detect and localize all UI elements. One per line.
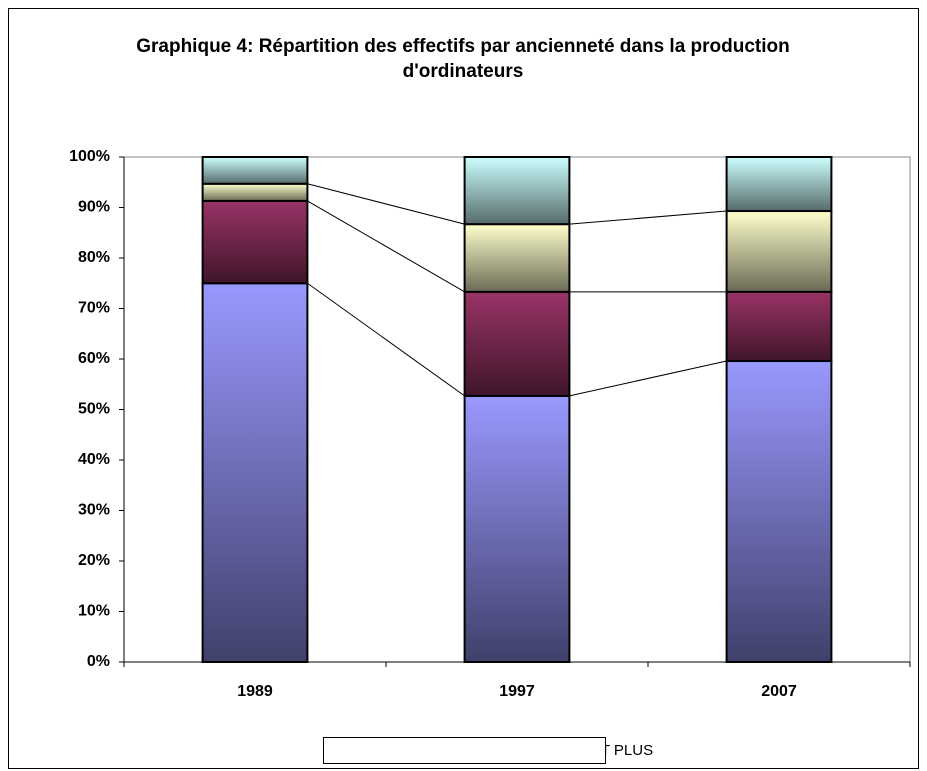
series-line — [569, 360, 727, 397]
bar-segment — [463, 394, 571, 663]
x-tick-label: 2007 — [761, 683, 797, 700]
bar-segment — [463, 223, 571, 293]
y-tick-label: 40% — [78, 451, 110, 468]
y-tick-label: 60% — [78, 350, 110, 367]
y-tick-label: 90% — [78, 199, 110, 216]
bar-segment — [463, 290, 571, 397]
y-tick-label: 70% — [78, 300, 110, 317]
bar-segment — [725, 156, 833, 213]
series-line — [307, 282, 465, 397]
bar-segment — [201, 182, 309, 202]
y-tick-label: 0% — [87, 653, 110, 670]
y-tick-label: 10% — [78, 603, 110, 620]
y-tick-label: 80% — [78, 249, 110, 266]
bar-segment — [725, 290, 833, 363]
bar-segment — [201, 282, 309, 663]
y-tick-label: 20% — [78, 552, 110, 569]
plot: 0% 10% 20% 30% 40% 50% 60% 70% 80% 90% 100% 1989 199… — [69, 148, 911, 759]
legend — [323, 737, 606, 764]
x-tick-label: 1997 — [499, 683, 535, 700]
y-tick-label: 30% — [78, 502, 110, 519]
series-line — [307, 183, 465, 225]
y-tick-label: 100% — [69, 148, 110, 165]
bar-segment — [201, 199, 309, 285]
bar-segment — [725, 360, 833, 663]
bar-segment — [463, 156, 571, 226]
series-line — [569, 210, 727, 225]
chart-title: Graphique 4: Répartition des effectifs p… — [136, 36, 790, 82]
y-tick-label: 50% — [78, 401, 110, 418]
x-tick-label: 1989 — [237, 683, 273, 700]
bar-segment — [725, 210, 833, 293]
bar-segment — [201, 156, 309, 185]
series-line — [307, 200, 465, 293]
